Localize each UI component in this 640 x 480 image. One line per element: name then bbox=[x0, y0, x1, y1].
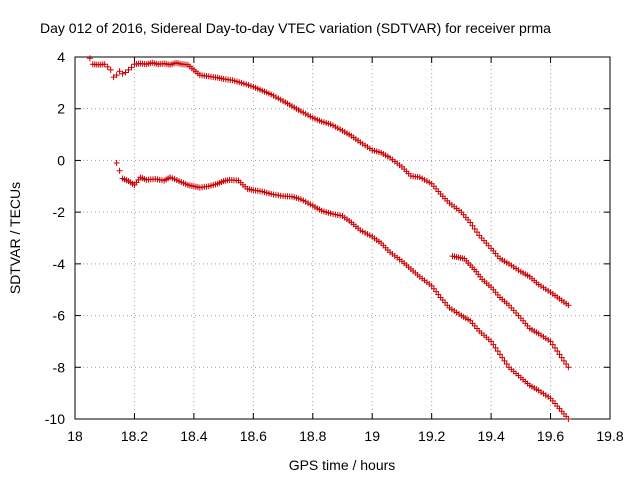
data-point bbox=[488, 338, 495, 345]
x-tick-label: 18.4 bbox=[180, 428, 207, 444]
x-tick-label: 19.4 bbox=[477, 428, 504, 444]
data-point bbox=[560, 357, 567, 364]
series-middle bbox=[113, 160, 572, 422]
y-tick-label: -10 bbox=[45, 411, 65, 427]
data-point bbox=[104, 63, 111, 70]
y-tick-label: -6 bbox=[53, 308, 66, 324]
data-point bbox=[128, 64, 135, 71]
data-point bbox=[556, 351, 563, 358]
data-point bbox=[116, 167, 123, 174]
x-tick-label: 19.2 bbox=[418, 428, 445, 444]
x-tick-label: 19 bbox=[364, 428, 380, 444]
data-point bbox=[565, 416, 572, 422]
data-point bbox=[565, 364, 572, 371]
x-tick-label: 19.8 bbox=[596, 428, 623, 444]
data-point bbox=[473, 229, 480, 236]
chart-title: Day 012 of 2016, Sidereal Day-to-day VTE… bbox=[40, 20, 551, 36]
data-point bbox=[125, 66, 132, 73]
x-tick-label: 18.8 bbox=[299, 428, 326, 444]
y-tick-label: -8 bbox=[53, 359, 66, 375]
data-point bbox=[547, 338, 554, 345]
x-axis-label: GPS time / hours bbox=[289, 457, 396, 473]
data-point bbox=[116, 68, 123, 75]
data-point bbox=[113, 160, 120, 167]
data-point bbox=[565, 302, 572, 309]
data-point bbox=[501, 357, 508, 364]
y-axis-label: SDTVAR / TECUs bbox=[7, 182, 23, 294]
x-axis-ticks: 18 18.2 18.4 18.6 18.8 19 19.2 19.4 19.6 19.8 bbox=[67, 57, 624, 444]
data-point bbox=[503, 361, 510, 368]
series-upper bbox=[86, 55, 572, 309]
data-marks bbox=[86, 55, 572, 422]
y-tick-label: -4 bbox=[53, 256, 66, 272]
data-point bbox=[469, 222, 476, 229]
data-point bbox=[549, 341, 556, 348]
plot-frame bbox=[74, 56, 611, 420]
data-point bbox=[499, 354, 506, 361]
x-tick-label: 18.6 bbox=[240, 428, 267, 444]
data-point bbox=[122, 69, 129, 76]
data-point bbox=[490, 341, 497, 348]
data-point bbox=[563, 361, 570, 368]
data-point bbox=[119, 70, 126, 77]
data-point bbox=[113, 72, 120, 79]
x-tick-label: 18 bbox=[67, 428, 83, 444]
data-point bbox=[558, 354, 565, 361]
data-point bbox=[107, 66, 114, 73]
y-tick-label: 2 bbox=[57, 101, 65, 117]
data-point bbox=[492, 344, 499, 351]
data-point bbox=[494, 348, 501, 355]
y-axis-ticks: -10 -8 -6 -4 -2 0 2 4 bbox=[45, 49, 610, 427]
data-point bbox=[471, 225, 478, 232]
x-tick-label: 18.2 bbox=[121, 428, 148, 444]
data-point bbox=[497, 351, 504, 358]
data-point bbox=[467, 219, 474, 226]
y-tick-label: 0 bbox=[57, 152, 65, 168]
data-point bbox=[552, 344, 559, 351]
data-point bbox=[554, 348, 561, 355]
x-tick-label: 19.6 bbox=[537, 428, 564, 444]
y-tick-label: -2 bbox=[53, 204, 66, 220]
y-tick-label: 4 bbox=[57, 49, 65, 65]
series-lower-right bbox=[449, 253, 572, 371]
data-point bbox=[101, 61, 108, 68]
data-point bbox=[86, 55, 93, 62]
